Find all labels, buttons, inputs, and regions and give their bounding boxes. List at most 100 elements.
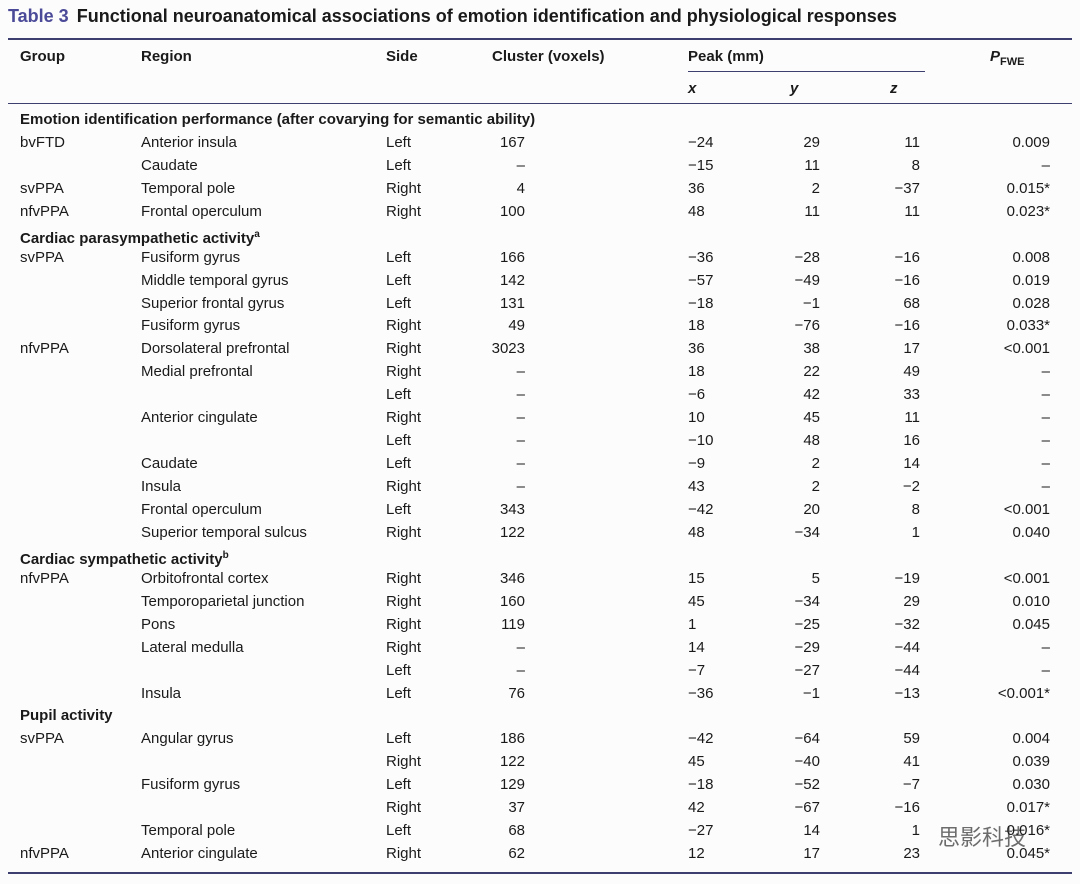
region: Medial prefrontal — [141, 363, 253, 381]
p-value: 0.009 — [1012, 133, 1050, 151]
peak-z: −13 — [894, 684, 920, 702]
p-value: – — [1041, 409, 1050, 427]
section-title: Cardiac parasympathetic activitya — [20, 226, 260, 248]
p-value: – — [1041, 432, 1050, 450]
p-value: – — [1041, 156, 1050, 174]
peak-x: −6 — [688, 386, 706, 404]
sub-header: y — [790, 80, 799, 97]
peak-z: −16 — [894, 799, 920, 817]
cluster: – — [516, 409, 525, 427]
peak-y: 2 — [811, 455, 820, 473]
peak-x: 45 — [688, 592, 705, 610]
footnote-mark: b — [222, 549, 229, 561]
side: Right — [386, 523, 422, 541]
col-header: Side — [386, 48, 418, 65]
peak-y: 11 — [804, 202, 820, 220]
cluster: – — [516, 386, 525, 404]
cluster: 122 — [499, 753, 525, 771]
side: Left — [386, 156, 412, 174]
peak-y: −64 — [794, 730, 820, 748]
sub-header: z — [890, 80, 898, 97]
p-value: – — [1041, 478, 1050, 496]
p-sub: FWE — [1000, 56, 1025, 68]
cluster: 160 — [499, 592, 525, 610]
peak-x: −36 — [688, 684, 714, 702]
section-title-text: Cardiac parasympathetic activity — [20, 229, 255, 247]
p-value: – — [1041, 638, 1050, 656]
peak-z: −2 — [902, 478, 920, 496]
region: Temporal pole — [141, 822, 236, 840]
peak-x: 48 — [688, 523, 705, 541]
peak-x: 36 — [688, 179, 705, 197]
peak-y: 17 — [803, 845, 820, 863]
peak-y: −28 — [794, 248, 820, 266]
col-header: Group — [20, 48, 65, 65]
cluster: 3023 — [491, 340, 525, 358]
peak-y: −34 — [794, 523, 820, 541]
section-title-text: Pupil activity — [20, 707, 113, 725]
peak-x: 42 — [688, 799, 705, 817]
peak-y: 2 — [811, 478, 820, 496]
group: nfvPPA — [20, 845, 69, 863]
peak-y: 22 — [803, 363, 820, 381]
cluster: 62 — [508, 845, 525, 863]
peak-y: 11 — [804, 156, 820, 174]
peak-y: −76 — [794, 317, 820, 335]
peak-z: −16 — [894, 317, 920, 335]
side: Left — [386, 730, 412, 748]
peak-x: 1 — [688, 615, 697, 633]
p-value: <0.001 — [1003, 500, 1050, 518]
region: Fusiform gyrus — [141, 248, 241, 266]
col-header: Peak (mm) — [688, 48, 764, 65]
cluster: 37 — [508, 799, 525, 817]
p-value: 0.033* — [1006, 317, 1050, 335]
peak-y: 14 — [803, 822, 820, 840]
peak-y: −34 — [794, 592, 820, 610]
peak-y: 29 — [803, 133, 820, 151]
side: Right — [386, 569, 422, 587]
p-value: <0.001 — [1003, 340, 1050, 358]
region: Orbitofrontal cortex — [141, 569, 269, 587]
p-label: P — [990, 48, 1001, 65]
cluster: 167 — [499, 133, 525, 151]
top-rule — [8, 38, 1072, 40]
peak-x: 48 — [688, 202, 705, 220]
peak-z: −32 — [894, 615, 920, 633]
peak-x: −9 — [688, 455, 706, 473]
table-label: Table 3 — [8, 6, 69, 26]
side: Right — [386, 592, 422, 610]
side: Left — [386, 133, 412, 151]
cluster: 122 — [499, 523, 525, 541]
region: Angular gyrus — [141, 730, 234, 748]
side: Right — [386, 363, 422, 381]
region: Temporoparietal junction — [141, 592, 305, 610]
side: Right — [386, 753, 422, 771]
peak-x: 18 — [688, 363, 705, 381]
group: nfvPPA — [20, 569, 69, 587]
side: Right — [386, 340, 422, 358]
peak-y: 42 — [803, 386, 820, 404]
peak-x: −18 — [688, 294, 714, 312]
peak-y: −49 — [794, 271, 820, 289]
peak-x: 10 — [688, 409, 705, 427]
peak-y: 5 — [811, 569, 820, 587]
peak-z: 59 — [903, 730, 920, 748]
peak-y: −1 — [802, 684, 820, 702]
side: Right — [386, 845, 422, 863]
peak-y: 48 — [803, 432, 820, 450]
title-text: Functional neuroanatomical associations … — [76, 6, 897, 26]
side: Left — [386, 684, 412, 702]
p-value: 0.017* — [1006, 799, 1050, 817]
side: Right — [386, 799, 422, 817]
header-rule — [8, 103, 1072, 104]
peak-x: 15 — [688, 569, 705, 587]
p-value: 0.030 — [1012, 776, 1050, 794]
peak-z: 41 — [903, 753, 920, 771]
peak-z: 11 — [904, 133, 920, 151]
cluster: 131 — [499, 294, 525, 312]
peak-y: −27 — [794, 661, 820, 679]
cluster: – — [516, 478, 525, 496]
side: Left — [386, 500, 412, 518]
side: Right — [386, 615, 422, 633]
side: Right — [386, 638, 422, 656]
